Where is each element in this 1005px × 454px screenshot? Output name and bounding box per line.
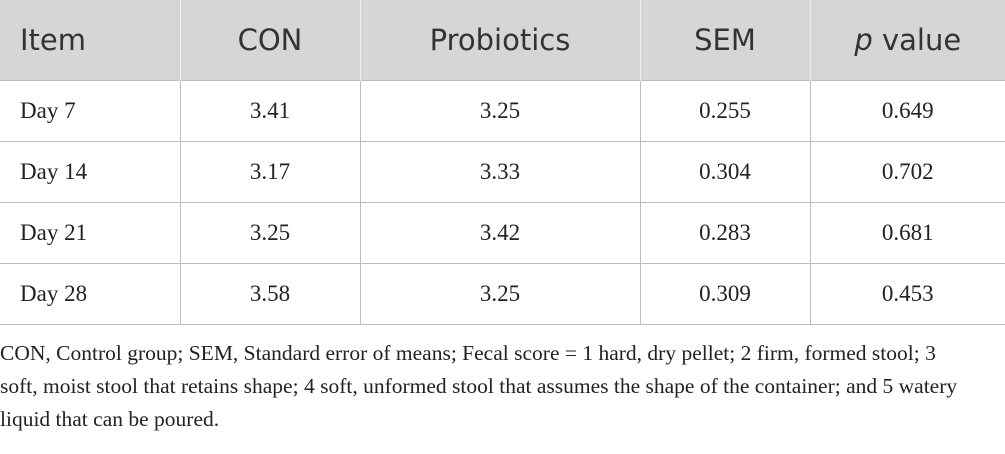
header-cell: SEM	[639, 0, 810, 81]
table-cell: 0.453	[809, 263, 1005, 325]
header-cell: Probiotics	[359, 0, 640, 81]
data-table: Item CON Probiotics SEM p value Day 7 3.41 3.2…	[0, 0, 1005, 325]
table-cell: 3.25	[359, 263, 641, 325]
table-cell: 0.304	[639, 141, 811, 203]
table-cell: Day 28	[0, 263, 181, 325]
table-row: Day 28 3.58 3.25 0.309 0.453	[0, 263, 1005, 325]
table-cell: 3.42	[359, 202, 641, 264]
table-cell: 0.283	[639, 202, 811, 264]
table-cell: 0.681	[809, 202, 1005, 264]
table-cell: 3.33	[359, 141, 641, 203]
table-cell: 3.41	[179, 80, 361, 142]
table-cell: 0.649	[809, 80, 1005, 142]
header-cell: CON	[179, 0, 360, 81]
table-cell: 0.255	[639, 80, 811, 142]
table-cell: Day 14	[0, 141, 181, 203]
table-row: Day 21 3.25 3.42 0.283 0.681	[0, 202, 1005, 264]
header-italic: p	[854, 23, 873, 57]
table-row: Day 14 3.17 3.33 0.304 0.702	[0, 141, 1005, 203]
table-cell: 3.25	[359, 80, 641, 142]
table-body: Day 7 3.41 3.25 0.255 0.649 Day 14 3.17 3.33 0.3…	[0, 80, 1005, 325]
table-row: Day 7 3.41 3.25 0.255 0.649	[0, 80, 1005, 142]
table-cell: 3.25	[179, 202, 361, 264]
table-cell: 3.17	[179, 141, 361, 203]
table-cell: Day 21	[0, 202, 181, 264]
header-cell: p value	[809, 0, 1005, 81]
table-cell: 3.58	[179, 263, 361, 325]
table-cell: 0.309	[639, 263, 811, 325]
footnote: CON, Control group; SEM, Standard error …	[0, 341, 958, 431]
header-row: Item CON Probiotics SEM p value	[0, 0, 1005, 81]
table-cell: 0.702	[809, 141, 1005, 203]
header-text: value	[881, 23, 962, 57]
header-cell: Item	[0, 0, 180, 81]
table-cell: Day 7	[0, 80, 181, 142]
